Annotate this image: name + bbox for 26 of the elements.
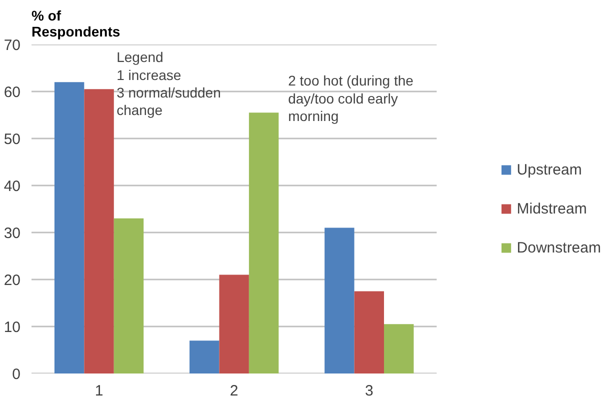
x-tick-label: 1 bbox=[94, 382, 104, 400]
y-tick-label: 10 bbox=[4, 319, 21, 336]
y-tick-label: 30 bbox=[4, 225, 21, 242]
bar bbox=[384, 324, 414, 374]
legend-label: Midstream bbox=[516, 200, 587, 217]
y-tick-label: 60 bbox=[4, 84, 21, 101]
y-tick-label: 70 bbox=[4, 37, 21, 54]
annotation: Legend 1 increase 3 normal/sudden change bbox=[116, 49, 221, 118]
bar bbox=[219, 274, 249, 374]
bar bbox=[54, 82, 84, 374]
bar bbox=[190, 340, 220, 374]
legend-label: Downstream bbox=[516, 239, 601, 256]
bar bbox=[354, 291, 384, 374]
y-tick-label: 20 bbox=[4, 272, 21, 289]
bar bbox=[324, 228, 354, 374]
annotation: 2 too hot (during the day/too cold early morning bbox=[288, 72, 414, 124]
legend-label: Upstream bbox=[516, 161, 582, 178]
bar bbox=[248, 112, 279, 374]
y-tick-label: 40 bbox=[4, 178, 21, 195]
bar bbox=[84, 89, 114, 374]
y-axis-title: % of Respondents bbox=[32, 8, 120, 40]
x-tick-label: 3 bbox=[364, 382, 374, 400]
bar bbox=[114, 218, 144, 374]
x-tick-label: 2 bbox=[230, 382, 238, 400]
y-tick-label: 50 bbox=[4, 131, 21, 148]
y-tick-label: 0 bbox=[12, 366, 20, 383]
